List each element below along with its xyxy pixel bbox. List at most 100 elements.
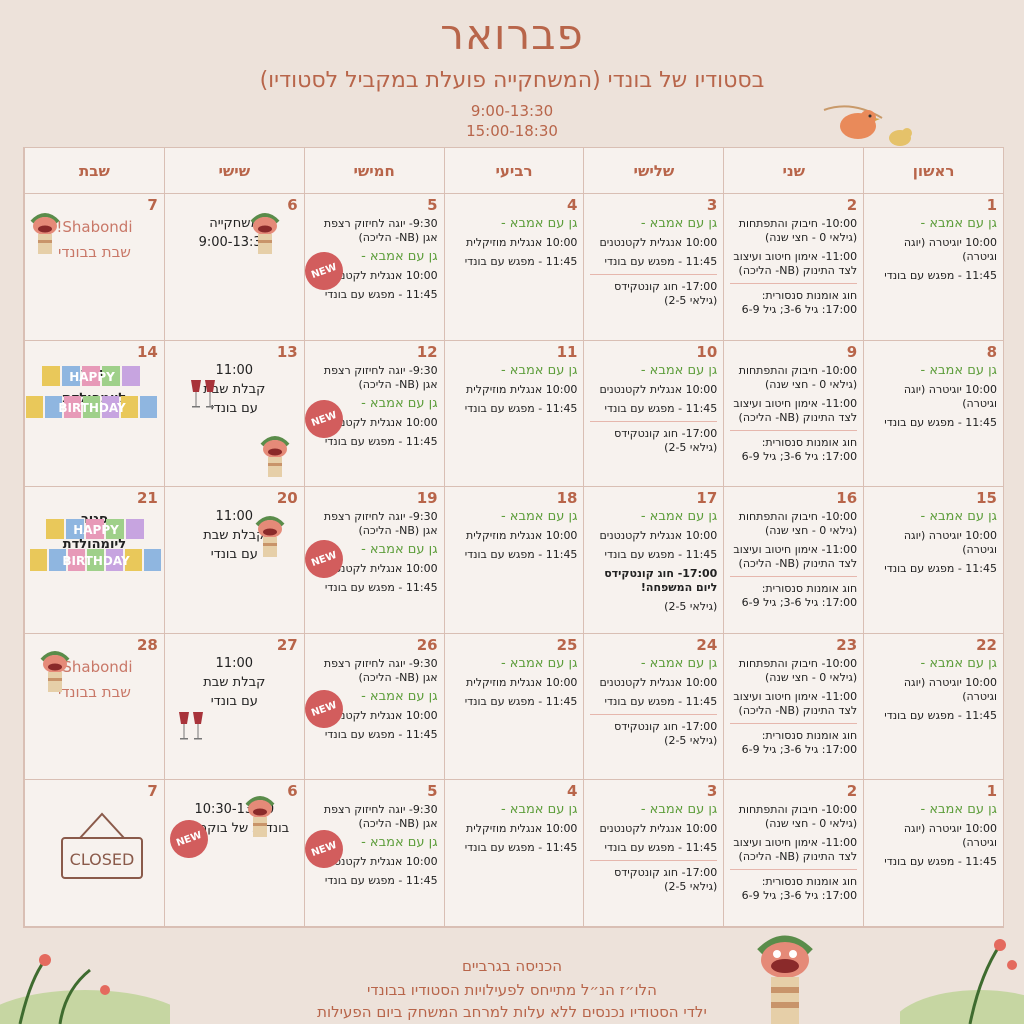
activity-line: 11:45 - מפגש עם בונדי bbox=[884, 415, 997, 429]
calendar-day-cell: 5 9:30- יוגה לחיזוק רצפת אגן (NB- הליכה) ג… bbox=[303, 780, 444, 927]
activity-line: 11:45 - מפגש עם בונדי bbox=[884, 562, 997, 576]
activity-group-label: גן עם אמבא - bbox=[920, 655, 997, 671]
calendar-day-cell: 27 11:00 קבלת שבת עם בונדי bbox=[163, 633, 304, 781]
activity-line: Shabondi! bbox=[56, 218, 133, 236]
activity-line: 11:00- אימון חיטוב ועיצוב לצד התינוק (NB… bbox=[733, 250, 858, 277]
calendar-day-cell: 2 10:00- חיבוק והתפתחות (גילאי 0 - חצי שנ… bbox=[723, 780, 864, 927]
calendar-day-cell: 26 9:30- יוגה לחיזוק רצפת אגן (NB- הליכה)… bbox=[303, 633, 444, 781]
birthday-banner: HAPPY BIRTHDAY bbox=[26, 366, 157, 418]
divider bbox=[590, 713, 718, 715]
activity-line: עם בונדי bbox=[210, 547, 258, 563]
activity-line: 11:00- אימון חיטוב ועיצוב לצד התינוק (NB… bbox=[733, 543, 858, 571]
calendar-day-cell: 9 10:00- חיבוק והתפתחות (גילאי 0 - חצי שנ… bbox=[723, 340, 864, 488]
day-number: 1 bbox=[986, 782, 997, 801]
activity-group-label: גן עם אמבא - bbox=[361, 395, 438, 411]
activity-line: 11:00 bbox=[215, 655, 254, 671]
banner-line-1: HAPPY bbox=[73, 523, 119, 537]
footer-line-2: הלו״ז הנ״ל מתייחס לפעילויות הסטודיו בבונ… bbox=[367, 981, 657, 999]
calendar-day-cell: 3 גן עם אמבא - 10:00 אנגלית לקטנטנים 11:45 … bbox=[583, 194, 724, 341]
banner-line-1: HAPPY bbox=[69, 370, 115, 384]
activity-line: 17:00- חוג קונטקידס (גילאי 2-5) bbox=[614, 719, 718, 747]
day-number: 14 bbox=[136, 342, 158, 361]
activity-line: 11:45 - מפגש עם בונדי bbox=[604, 548, 718, 562]
calendar-day-cell: 4 גן עם אמבא - 10:00 אנגלית מוזיקלית 11:45 … bbox=[443, 194, 584, 341]
activity-line: חוג אומנות סנסורית: 17:00: גיל 3-6; גיל … bbox=[741, 289, 858, 316]
calendar-day-cell: 17 גן עם אמבא - 10:00 אנגלית לקטנטנים 11:45… bbox=[583, 487, 724, 634]
activity-line: קבלת שבת bbox=[203, 674, 266, 690]
activity-line: 11:45 - מפגש עם בונדי bbox=[464, 255, 578, 268]
activity-line: 17:00- חוג קונטקידס ליום המשפחה! bbox=[604, 567, 718, 595]
day-header: שבת bbox=[24, 148, 164, 194]
activity-line: 11:00- אימון חיטוב ועיצוב לצד התינוק (NB… bbox=[733, 836, 858, 864]
day-header: רביעי bbox=[443, 148, 584, 194]
calendar-day-cell: 24 גן עם אמבא - 10:00 אנגלית לקטנטנים 11:45… bbox=[583, 633, 724, 781]
activity-group-label: גן עם אמבא - bbox=[500, 216, 578, 231]
puppet-mascot-icon bbox=[260, 436, 290, 477]
day-number: 18 bbox=[556, 489, 578, 508]
day-number: 21 bbox=[136, 489, 158, 508]
day-number: 1 bbox=[986, 196, 997, 214]
closed-sign: CLOSED bbox=[61, 812, 143, 879]
puppet-mascot-icon bbox=[40, 651, 70, 692]
calendar-day-cell: 18 גן עם אמבא - 10:00 אנגלית מוזיקלית 11:45… bbox=[443, 487, 584, 634]
activity-line: 10:30-13:30 bbox=[194, 802, 275, 818]
activity-line: 9:30- יוגה לחיזוק רצפת אגן (NB- הליכה) bbox=[323, 803, 438, 831]
activity-line: 11:00- אימון חיטוב ועיצוב לצד התינוק (NB… bbox=[733, 689, 858, 717]
day-number: 3 bbox=[706, 196, 718, 214]
activity-line: 11:45 - מפגש עם בונדי bbox=[324, 288, 438, 301]
wine-glasses-icon bbox=[179, 712, 203, 740]
activity-line: 9:30- יוגה לחיזוק רצפת אגן (NB- הליכה) bbox=[323, 363, 438, 391]
banner-line-2: BIRTHDAY bbox=[62, 554, 130, 568]
day-number: 7 bbox=[147, 782, 158, 801]
page-subtitle: בסטודיו של בונדי (המשחקייה פועלת במקביל … bbox=[259, 68, 765, 93]
divider bbox=[730, 722, 858, 724]
activity-line: 10:00- חיבוק והתפתחות (גילאי 0 - חצי שנה… bbox=[738, 217, 858, 244]
day-number: 16 bbox=[836, 489, 858, 508]
activity-line: 10:00 יוגיטרה (יוגה וגיטרה) bbox=[903, 236, 997, 263]
footer-line-1: הכניסה בגרביים bbox=[461, 957, 563, 975]
divider bbox=[730, 576, 858, 578]
activity-group-label: גן עם אמבא - bbox=[640, 216, 718, 231]
hours-morning: 9:00-13:30 bbox=[470, 102, 554, 120]
calendar-day-cell: 5 9:30- יוגה לחיזוק רצפת אגן (NB- הליכה) ג… bbox=[303, 194, 444, 341]
activity-line: 10:00 אנגלית מוזיקלית bbox=[466, 822, 578, 836]
activity-line: 11:00 bbox=[215, 509, 254, 525]
day-number: 19 bbox=[416, 489, 438, 508]
activity-line: חוג אומנות סנסורית: 17:00: גיל 3-6; גיל … bbox=[741, 582, 858, 610]
day-number: 5 bbox=[427, 782, 438, 801]
activity-line: 17:00- חוג קונטקידס (גילאי 2-5) bbox=[614, 280, 718, 307]
activity-line: 10:00 אנגלית לקטנטנים bbox=[599, 382, 718, 396]
activity-line: משחקייה bbox=[209, 216, 260, 231]
activity-group-label: גן עם אמבא - bbox=[500, 655, 578, 671]
puppet-mascot-icon bbox=[245, 796, 275, 837]
day-number: 2 bbox=[846, 196, 858, 214]
activity-line: 10:00 אנגלית לקטנטנים bbox=[319, 855, 438, 869]
day-number: 17 bbox=[696, 489, 718, 508]
day-number: 4 bbox=[567, 196, 578, 214]
calendar-day-cell: 10 גן עם אמבא - 10:00 אנגלית לקטנטנים 11:45… bbox=[583, 340, 724, 488]
day-number: 3 bbox=[706, 782, 718, 801]
activity-line: 11:45 - מפגש עם בונדי bbox=[464, 841, 578, 855]
activity-line: קבלת שבת bbox=[203, 381, 266, 397]
divider bbox=[730, 869, 858, 871]
activity-line: 10:00- חיבוק והתפתחות (גילאי 0 - חצי שנה… bbox=[738, 656, 858, 684]
calendar-day-cell: 11 גן עם אמבא - 10:00 אנגלית מוזיקלית 11:45… bbox=[443, 340, 584, 488]
activity-line: 10:00- חיבוק והתפתחות (גילאי 0 - חצי שנה… bbox=[738, 510, 858, 538]
plant-right-illustration bbox=[900, 939, 1024, 1024]
day-number: 4 bbox=[567, 782, 578, 801]
plant-left-illustration bbox=[0, 954, 170, 1024]
activity-line: 10:00 יוגיטרה (יוגה וגיטרה) bbox=[903, 529, 997, 557]
activity-group-label: גן עם אמבא - bbox=[361, 835, 438, 851]
day-number: 9 bbox=[846, 342, 858, 361]
activity-line: 11:00- אימון חיטוב ועיצוב לצד התינוק (NB… bbox=[733, 396, 858, 424]
activity-line: 11:45 - מפגש עם בונדי bbox=[464, 694, 578, 708]
calendar-day-cell: 20 11:00 קבלת שבת עם בונדי bbox=[163, 487, 304, 634]
activity-line: 11:45 - מפגש עם בונדי bbox=[324, 434, 438, 448]
activity-line: 10:00- חיבוק והתפתחות (גילאי 0 - חצי שנה… bbox=[738, 363, 858, 391]
divider bbox=[590, 860, 718, 862]
day-header: שישי bbox=[163, 148, 304, 194]
hours-evening: 15:00-18:30 bbox=[466, 122, 558, 140]
day-number: 15 bbox=[976, 489, 997, 508]
calendar-day-cell: 25 גן עם אמבא - 10:00 אנגלית מוזיקלית 11:45… bbox=[443, 633, 584, 781]
day-number: 6 bbox=[287, 196, 298, 214]
